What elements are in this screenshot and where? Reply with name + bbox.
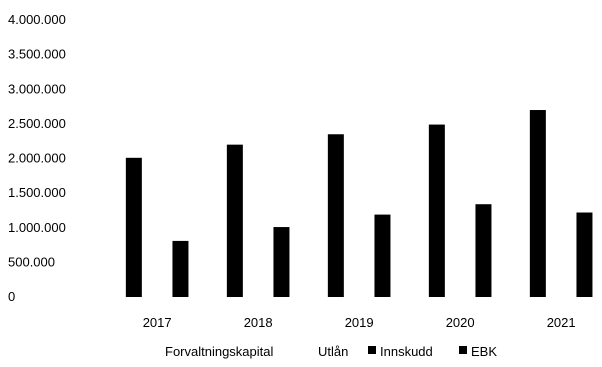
bar-innskudd-2018	[226, 144, 243, 297]
bar-ebk-2017	[172, 240, 189, 297]
bar-innskudd-2017	[125, 157, 142, 297]
x-tick-label: 2020	[446, 315, 475, 330]
legend-swatch-innskudd	[368, 346, 376, 354]
bar-innskudd-2020	[428, 124, 445, 297]
bar-ebk-2020	[475, 204, 492, 297]
y-tick-label: 1.000.000	[8, 220, 66, 235]
y-axis: 0 500.000 1.000.000 1.500.000 2.000.000 2.500…	[8, 12, 66, 304]
y-tick-label: 2.500.000	[8, 116, 66, 131]
x-tick-label: 2021	[547, 315, 576, 330]
y-tick-label: 500.000	[8, 254, 55, 269]
bar-ebk-2021	[576, 212, 593, 297]
y-tick-label: 1.500.000	[8, 185, 66, 200]
legend: Forvaltningskapital Utlån Innskudd EBK	[165, 344, 497, 359]
legend-label-ebk: EBK	[471, 344, 497, 359]
x-tick-label: 2017	[143, 315, 172, 330]
y-tick-label: 2.000.000	[8, 151, 66, 166]
y-tick-label: 0	[8, 289, 15, 304]
y-tick-label: 3.500.000	[8, 47, 66, 62]
bar-innskudd-2019	[327, 134, 344, 297]
legend-label-utlån: Utlån	[318, 344, 348, 359]
x-tick-label: 2018	[244, 315, 273, 330]
bars	[125, 110, 593, 298]
legend-swatch-ebk	[459, 346, 467, 354]
bar-innskudd-2021	[529, 110, 546, 298]
x-tick-label: 2019	[345, 315, 374, 330]
bar-ebk-2019	[374, 214, 391, 297]
legend-label-innskudd: Innskudd	[380, 344, 433, 359]
bar-ebk-2018	[273, 227, 290, 297]
y-tick-label: 3.000.000	[8, 81, 66, 96]
legend-label-forvaltningskapital: Forvaltningskapital	[165, 344, 273, 359]
y-tick-label: 4.000.000	[8, 12, 66, 27]
x-axis: 2017 2018 2019 2020 2021	[143, 315, 576, 330]
